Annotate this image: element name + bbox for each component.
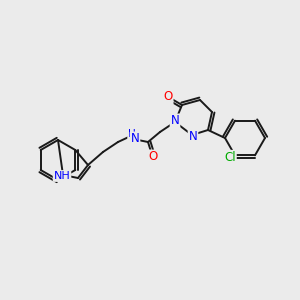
Text: NH: NH — [54, 171, 70, 181]
Text: N: N — [171, 115, 179, 128]
Text: N: N — [130, 133, 140, 146]
Text: H: H — [128, 129, 136, 139]
Text: Cl: Cl — [224, 151, 236, 164]
Text: N: N — [189, 130, 197, 143]
Text: O: O — [148, 151, 158, 164]
Text: O: O — [164, 91, 172, 103]
